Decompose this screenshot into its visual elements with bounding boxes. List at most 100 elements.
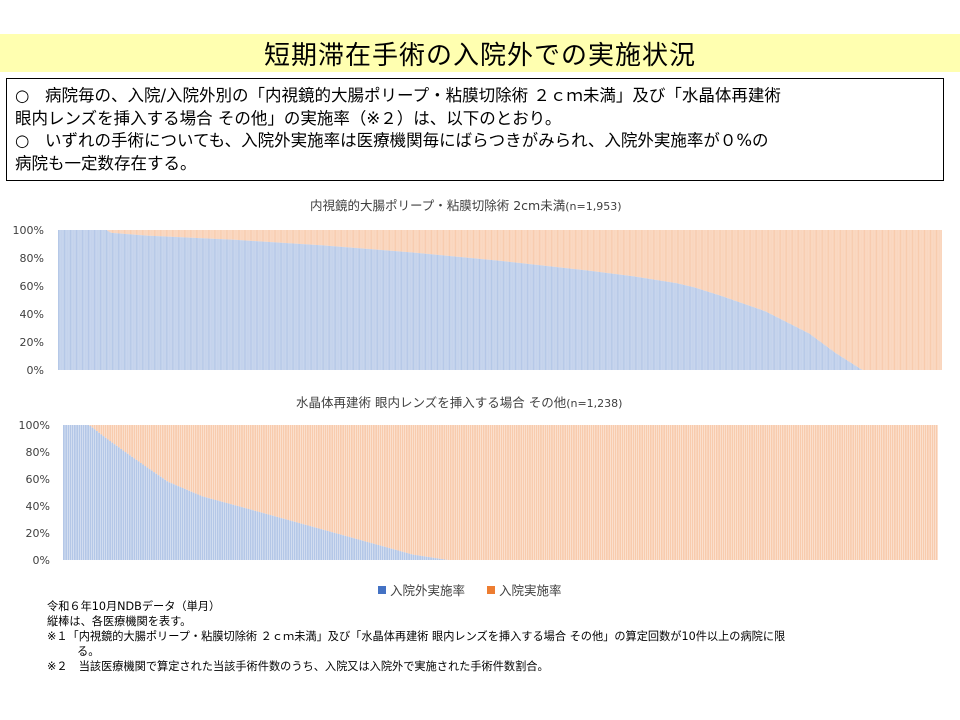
bar-outpatient bbox=[375, 544, 377, 560]
bar-inpatient bbox=[931, 230, 933, 370]
bar-inpatient bbox=[537, 425, 540, 560]
bar-inpatient bbox=[920, 230, 922, 370]
bar-inpatient bbox=[315, 230, 317, 245]
bar-inpatient bbox=[872, 230, 874, 370]
bar-outpatient bbox=[198, 238, 200, 370]
bar-inpatient bbox=[285, 425, 287, 520]
bar-inpatient bbox=[889, 425, 892, 560]
bar-inpatient bbox=[685, 425, 687, 560]
bar-outpatient bbox=[507, 261, 509, 370]
bar-outpatient bbox=[66, 230, 68, 370]
bar-outpatient bbox=[741, 303, 743, 370]
bar-inpatient bbox=[234, 425, 237, 506]
bar-inpatient bbox=[750, 230, 752, 307]
bar-inpatient bbox=[401, 425, 404, 552]
bar-outpatient bbox=[283, 242, 285, 370]
bar-inpatient bbox=[570, 230, 572, 269]
bar-inpatient bbox=[452, 425, 454, 560]
bar-inpatient bbox=[739, 230, 741, 303]
bar-inpatient bbox=[614, 425, 617, 560]
bar-outpatient bbox=[615, 274, 617, 370]
bar-outpatient bbox=[115, 233, 117, 370]
bar-outpatient bbox=[550, 266, 552, 370]
bar-outpatient bbox=[62, 230, 64, 370]
y-tick-label: 40% bbox=[20, 308, 44, 321]
chart-legend: 入院外実施率 入院実施率 bbox=[378, 580, 584, 599]
bar-outpatient bbox=[95, 431, 98, 560]
bar-outpatient bbox=[388, 548, 391, 560]
bar-inpatient bbox=[188, 425, 191, 491]
bar-inpatient bbox=[422, 230, 424, 254]
bar-outpatient bbox=[86, 230, 88, 370]
bar-inpatient bbox=[898, 230, 900, 370]
bar-outpatient bbox=[625, 275, 627, 370]
bar-inpatient bbox=[309, 425, 312, 527]
bar-outpatient bbox=[590, 270, 592, 370]
bar-inpatient bbox=[277, 230, 279, 243]
y-tick-label: 100% bbox=[19, 419, 50, 432]
bar-outpatient bbox=[109, 232, 111, 370]
bar-outpatient bbox=[97, 230, 99, 370]
summary-line: 病院も一定数存在する。 bbox=[15, 153, 197, 173]
bar-outpatient bbox=[768, 312, 770, 370]
bar-outpatient bbox=[784, 321, 786, 370]
bar-inpatient bbox=[379, 230, 381, 250]
bar-inpatient bbox=[421, 425, 424, 557]
bar-inpatient bbox=[759, 425, 762, 560]
bar-inpatient bbox=[553, 425, 556, 560]
bar-outpatient bbox=[203, 238, 205, 370]
bar-outpatient bbox=[751, 306, 753, 370]
bar-inpatient bbox=[702, 425, 705, 560]
bar-inpatient bbox=[722, 425, 725, 560]
bar-inpatient bbox=[868, 230, 870, 370]
bar-outpatient bbox=[287, 519, 290, 560]
bar-outpatient bbox=[549, 266, 551, 370]
bar-inpatient bbox=[842, 230, 844, 358]
bar-inpatient bbox=[166, 425, 169, 482]
bar-inpatient bbox=[465, 425, 468, 560]
bar-outpatient bbox=[206, 238, 208, 370]
bar-inpatient bbox=[812, 425, 815, 560]
bar-inpatient bbox=[933, 230, 935, 370]
bar-outpatient bbox=[447, 255, 449, 370]
bar-inpatient bbox=[897, 230, 899, 370]
bar-outpatient bbox=[331, 246, 333, 370]
bar-outpatient bbox=[233, 239, 235, 370]
bar-inpatient bbox=[325, 230, 327, 246]
bar-inpatient bbox=[925, 230, 927, 370]
bar-outpatient bbox=[78, 425, 81, 560]
bar-inpatient bbox=[511, 230, 513, 263]
bar-inpatient bbox=[263, 425, 265, 514]
bar-inpatient bbox=[324, 425, 327, 531]
bar-inpatient bbox=[214, 425, 217, 501]
bar-outpatient bbox=[210, 498, 213, 560]
bar-outpatient bbox=[227, 239, 229, 370]
legend-item-outpatient: 入院外実施率 bbox=[378, 580, 465, 599]
bar-inpatient bbox=[830, 230, 832, 350]
bar-outpatient bbox=[260, 512, 263, 560]
bar-outpatient bbox=[277, 242, 279, 370]
bar-outpatient bbox=[860, 369, 862, 370]
bar-outpatient bbox=[150, 470, 153, 560]
bar-outpatient bbox=[410, 252, 412, 370]
bar-inpatient bbox=[117, 230, 119, 234]
bar-inpatient bbox=[801, 425, 804, 560]
bar-inpatient bbox=[754, 230, 756, 308]
bar-inpatient bbox=[896, 425, 899, 560]
bar-outpatient bbox=[144, 466, 147, 560]
bar-outpatient bbox=[347, 247, 349, 370]
bar-inpatient bbox=[684, 230, 686, 286]
bar-inpatient bbox=[914, 230, 916, 370]
bar-inpatient bbox=[355, 230, 357, 249]
bar-outpatient bbox=[58, 230, 59, 370]
bar-outpatient bbox=[162, 236, 164, 370]
bar-inpatient bbox=[909, 425, 912, 560]
bar-inpatient bbox=[850, 230, 852, 364]
bar-inpatient bbox=[555, 230, 557, 268]
footnotes: 令和６年10月NDBデータ（単月） 縦棒は、各医療機関を表す。 ※１「内視鏡的大… bbox=[47, 599, 937, 674]
bar-inpatient bbox=[235, 230, 237, 240]
bar-inpatient bbox=[456, 425, 459, 560]
bar-inpatient bbox=[700, 425, 703, 560]
bar-outpatient bbox=[822, 343, 824, 370]
bar-outpatient bbox=[680, 284, 682, 370]
